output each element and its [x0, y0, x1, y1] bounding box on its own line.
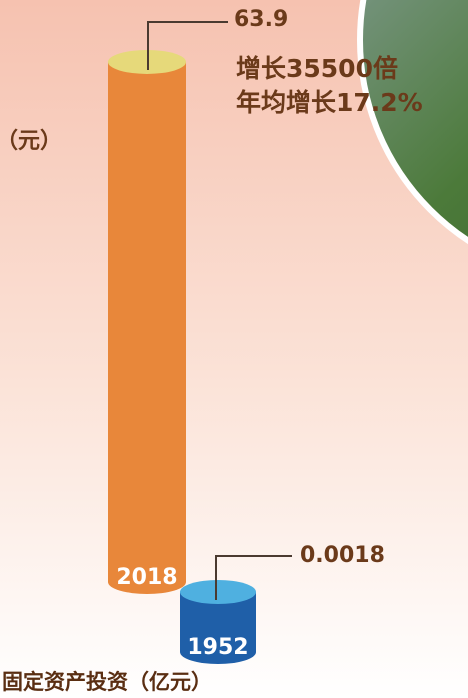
- annotation: 年均增长17.2%: [236, 88, 423, 117]
- cylinder-body: [108, 62, 186, 594]
- chart: （元） 增长35500倍 年均增长17.2% 固定资产投资（亿元） 1952 0.…: [0, 0, 468, 698]
- category-label: 2018: [116, 565, 177, 590]
- annotation: 增长35500倍: [236, 54, 398, 83]
- value-label: 0.0018: [300, 543, 385, 568]
- chart-title: 固定资产投资（亿元）: [2, 670, 212, 694]
- category-label: 1952: [187, 635, 248, 660]
- value-label: 63.9: [234, 7, 288, 32]
- cylinder-cap: [180, 580, 256, 604]
- unit-label: （元）: [0, 129, 62, 154]
